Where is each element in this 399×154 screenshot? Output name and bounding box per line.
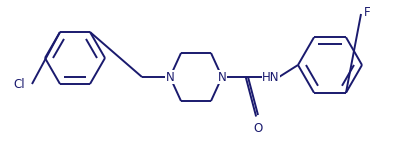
- Text: N: N: [166, 71, 174, 83]
- Text: O: O: [253, 122, 263, 135]
- Text: HN: HN: [262, 71, 280, 83]
- Text: F: F: [363, 6, 370, 18]
- Text: N: N: [217, 71, 226, 83]
- Text: Cl: Cl: [14, 77, 25, 91]
